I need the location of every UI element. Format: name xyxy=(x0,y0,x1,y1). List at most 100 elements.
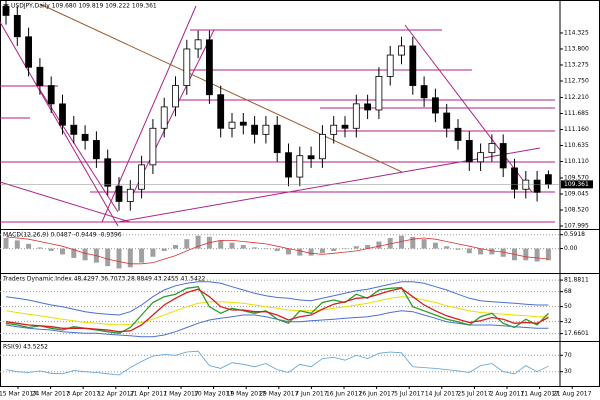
candle-body xyxy=(420,85,428,99)
y-tick-label: 112.750 xyxy=(564,77,589,84)
series-line xyxy=(5,287,549,333)
macd-bar xyxy=(523,248,529,261)
x-tick-label: 7 Jun 2017 xyxy=(295,391,327,398)
x-tick-label: 12 Apr 2017 xyxy=(97,391,134,398)
candle-body xyxy=(205,39,213,96)
y-tick-label: 32 xyxy=(564,318,572,325)
candle-body xyxy=(138,164,146,190)
candle-body xyxy=(115,185,123,202)
macd-bar xyxy=(3,238,9,249)
y-tick-label: 81.8811 xyxy=(564,277,589,284)
candle-body xyxy=(522,179,530,190)
macd-bar xyxy=(37,247,43,249)
candle-body xyxy=(431,97,439,114)
macd-bar xyxy=(184,239,190,249)
macd-bar xyxy=(48,248,54,251)
candle-body xyxy=(194,39,202,50)
macd-bar xyxy=(161,248,167,251)
macd-bar xyxy=(478,248,484,255)
candle-body xyxy=(398,45,405,56)
series-line xyxy=(5,236,549,265)
macd-bar xyxy=(218,240,224,249)
candle-body xyxy=(251,124,259,135)
candle-body xyxy=(375,76,383,111)
macd-title: MACD(12,26,9) 0.0487 -0.9449 -0.9396 xyxy=(3,232,122,239)
macd-bar xyxy=(319,248,325,254)
candle-body xyxy=(36,66,44,86)
x-tick-label: 21 Aug 2017 xyxy=(553,391,592,398)
tdi-title: Traders Dynamic Index 48.4297 36.7073 28… xyxy=(2,276,206,283)
series-line xyxy=(5,296,549,326)
macd-bar xyxy=(139,248,145,263)
candle-body xyxy=(330,124,338,135)
x-tick-label: 24 Mar 2017 xyxy=(32,391,70,398)
x-tick-label: 10 May 2017 xyxy=(194,391,233,398)
candle-body xyxy=(511,167,518,190)
macd-bar xyxy=(274,248,280,251)
macd-bar xyxy=(82,248,88,261)
y-tick-label: 108.520 xyxy=(564,207,589,214)
candle-body xyxy=(273,124,281,154)
y-tick-label: 111.160 xyxy=(564,126,589,133)
drawings xyxy=(0,3,555,227)
macd-bar xyxy=(14,240,20,249)
macd-bar xyxy=(432,242,438,249)
y-tick-label: 110.110 xyxy=(564,158,589,165)
candle-body xyxy=(409,45,417,86)
candle-body xyxy=(2,5,10,16)
macd-bar xyxy=(500,248,506,257)
x-tick-label: 21 Apr 2017 xyxy=(130,391,167,398)
macd-bar xyxy=(387,238,393,249)
candle-body xyxy=(228,121,236,129)
y-tick-label: 113.275 xyxy=(564,61,589,68)
candle-body xyxy=(488,143,496,154)
macd-bar xyxy=(150,248,156,257)
x-tick-label: 25 Jul 2017 xyxy=(457,391,491,398)
x-tick-label: 14 Jul 2017 xyxy=(425,391,459,398)
x-tick-label: 5 Jul 2017 xyxy=(394,391,424,398)
macd-bar xyxy=(455,248,461,250)
candle-body xyxy=(318,133,326,160)
candle-body xyxy=(443,112,451,129)
y-tick-label: 0.5918 xyxy=(564,231,585,238)
candle-body xyxy=(160,106,168,129)
trend-line xyxy=(0,181,131,223)
macd-bar xyxy=(229,242,235,249)
candle-body xyxy=(93,140,100,160)
rsi-title: RSI(9) 43.5252 xyxy=(3,344,48,351)
y-tick-label: 70 xyxy=(564,352,572,359)
x-tick-label: 2 Aug 2017 xyxy=(490,391,525,398)
macd-bar xyxy=(545,248,551,261)
macd-bar xyxy=(444,246,450,249)
macd-bar xyxy=(116,248,122,269)
macd-bar xyxy=(71,248,77,258)
x-tick-label: 16 Jun 2017 xyxy=(326,391,362,398)
macd-bar xyxy=(60,248,65,255)
candle-body xyxy=(364,103,372,111)
candle-body xyxy=(285,152,292,178)
candle-body xyxy=(545,174,552,185)
candle-body xyxy=(183,48,191,86)
candle-body xyxy=(25,36,33,68)
trend-line xyxy=(0,21,119,227)
candle-body xyxy=(13,15,21,38)
trend-line xyxy=(117,147,541,223)
series-line xyxy=(5,350,549,376)
macd-bar xyxy=(286,248,291,255)
y-tick-label: 111.685 xyxy=(564,110,589,117)
macd-bar xyxy=(308,248,314,256)
trend-line xyxy=(39,89,119,213)
candle-body xyxy=(499,143,507,169)
y-tick-label: 112.210 xyxy=(564,94,589,101)
candle-body xyxy=(341,124,349,129)
x-tick-label: 3 Apr 2017 xyxy=(67,391,100,398)
macd-bar xyxy=(489,248,495,255)
x-tick-label: 26 Jun 2017 xyxy=(359,391,395,398)
candle-body xyxy=(149,127,157,166)
last-price-box xyxy=(561,180,593,189)
macd-bar xyxy=(376,241,382,249)
macd-bar xyxy=(534,248,540,262)
candle-body xyxy=(533,179,541,193)
macd-bar xyxy=(26,243,32,249)
